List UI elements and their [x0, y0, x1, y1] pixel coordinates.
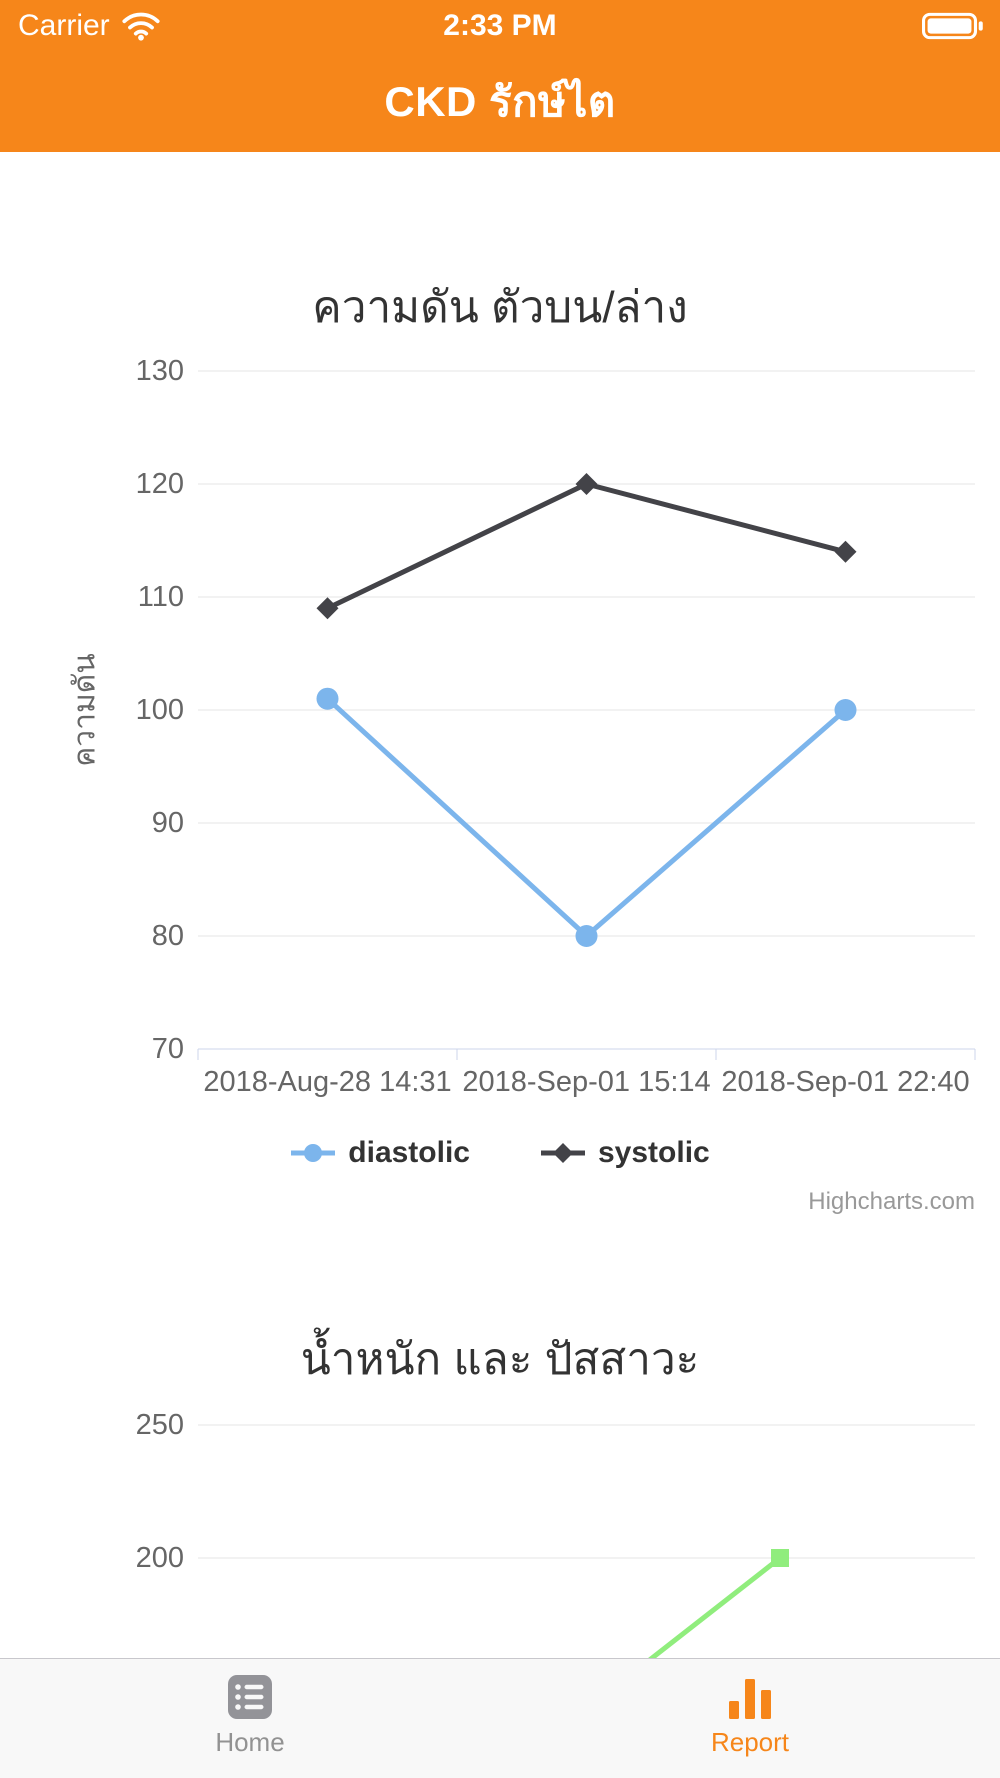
legend-label-systolic: systolic — [597, 1136, 710, 1169]
highcharts-credit-link[interactable]: Highcharts.com — [808, 1188, 975, 1215]
header: Carrier 2:33 PM CKD รักษ์ไต — [0, 0, 1000, 152]
tab-report[interactable]: Report — [500, 1659, 1000, 1778]
status-left: Carrier — [18, 0, 160, 52]
tab-bar: Home Report — [0, 1658, 1000, 1778]
wifi-icon — [122, 12, 160, 41]
status-right — [922, 0, 984, 52]
tab-home-label: Home — [215, 1727, 285, 1757]
chart1-title: ความดัน ตัวบน/ล่าง — [312, 283, 688, 332]
page-title: CKD รักษ์ไต — [384, 78, 616, 125]
legend-item-diastolic[interactable]: diastolic — [290, 1136, 470, 1170]
report-stats-icon — [729, 1679, 771, 1719]
chart1-yaxis-title: ความดัน — [68, 653, 102, 767]
home-list-icon — [228, 1675, 272, 1719]
chart2-title: น้ำหนัก และ ปัสสาวะ — [300, 1335, 700, 1384]
tab-report-label: Report — [710, 1727, 790, 1757]
carrier-label: Carrier — [18, 9, 110, 42]
battery-icon — [922, 12, 983, 40]
systolic-marker-icon — [540, 1143, 585, 1163]
diastolic-marker-icon — [291, 1144, 336, 1162]
tab-home[interactable]: Home — [0, 1659, 500, 1778]
legend-item-systolic[interactable]: systolic — [540, 1136, 710, 1170]
status-bar: Carrier 2:33 PM — [0, 0, 1000, 52]
clock: 2:33 PM — [443, 9, 557, 42]
legend-label-diastolic: diastolic — [348, 1136, 470, 1169]
chart1-legend: diastolic systolic — [0, 1136, 1000, 1170]
